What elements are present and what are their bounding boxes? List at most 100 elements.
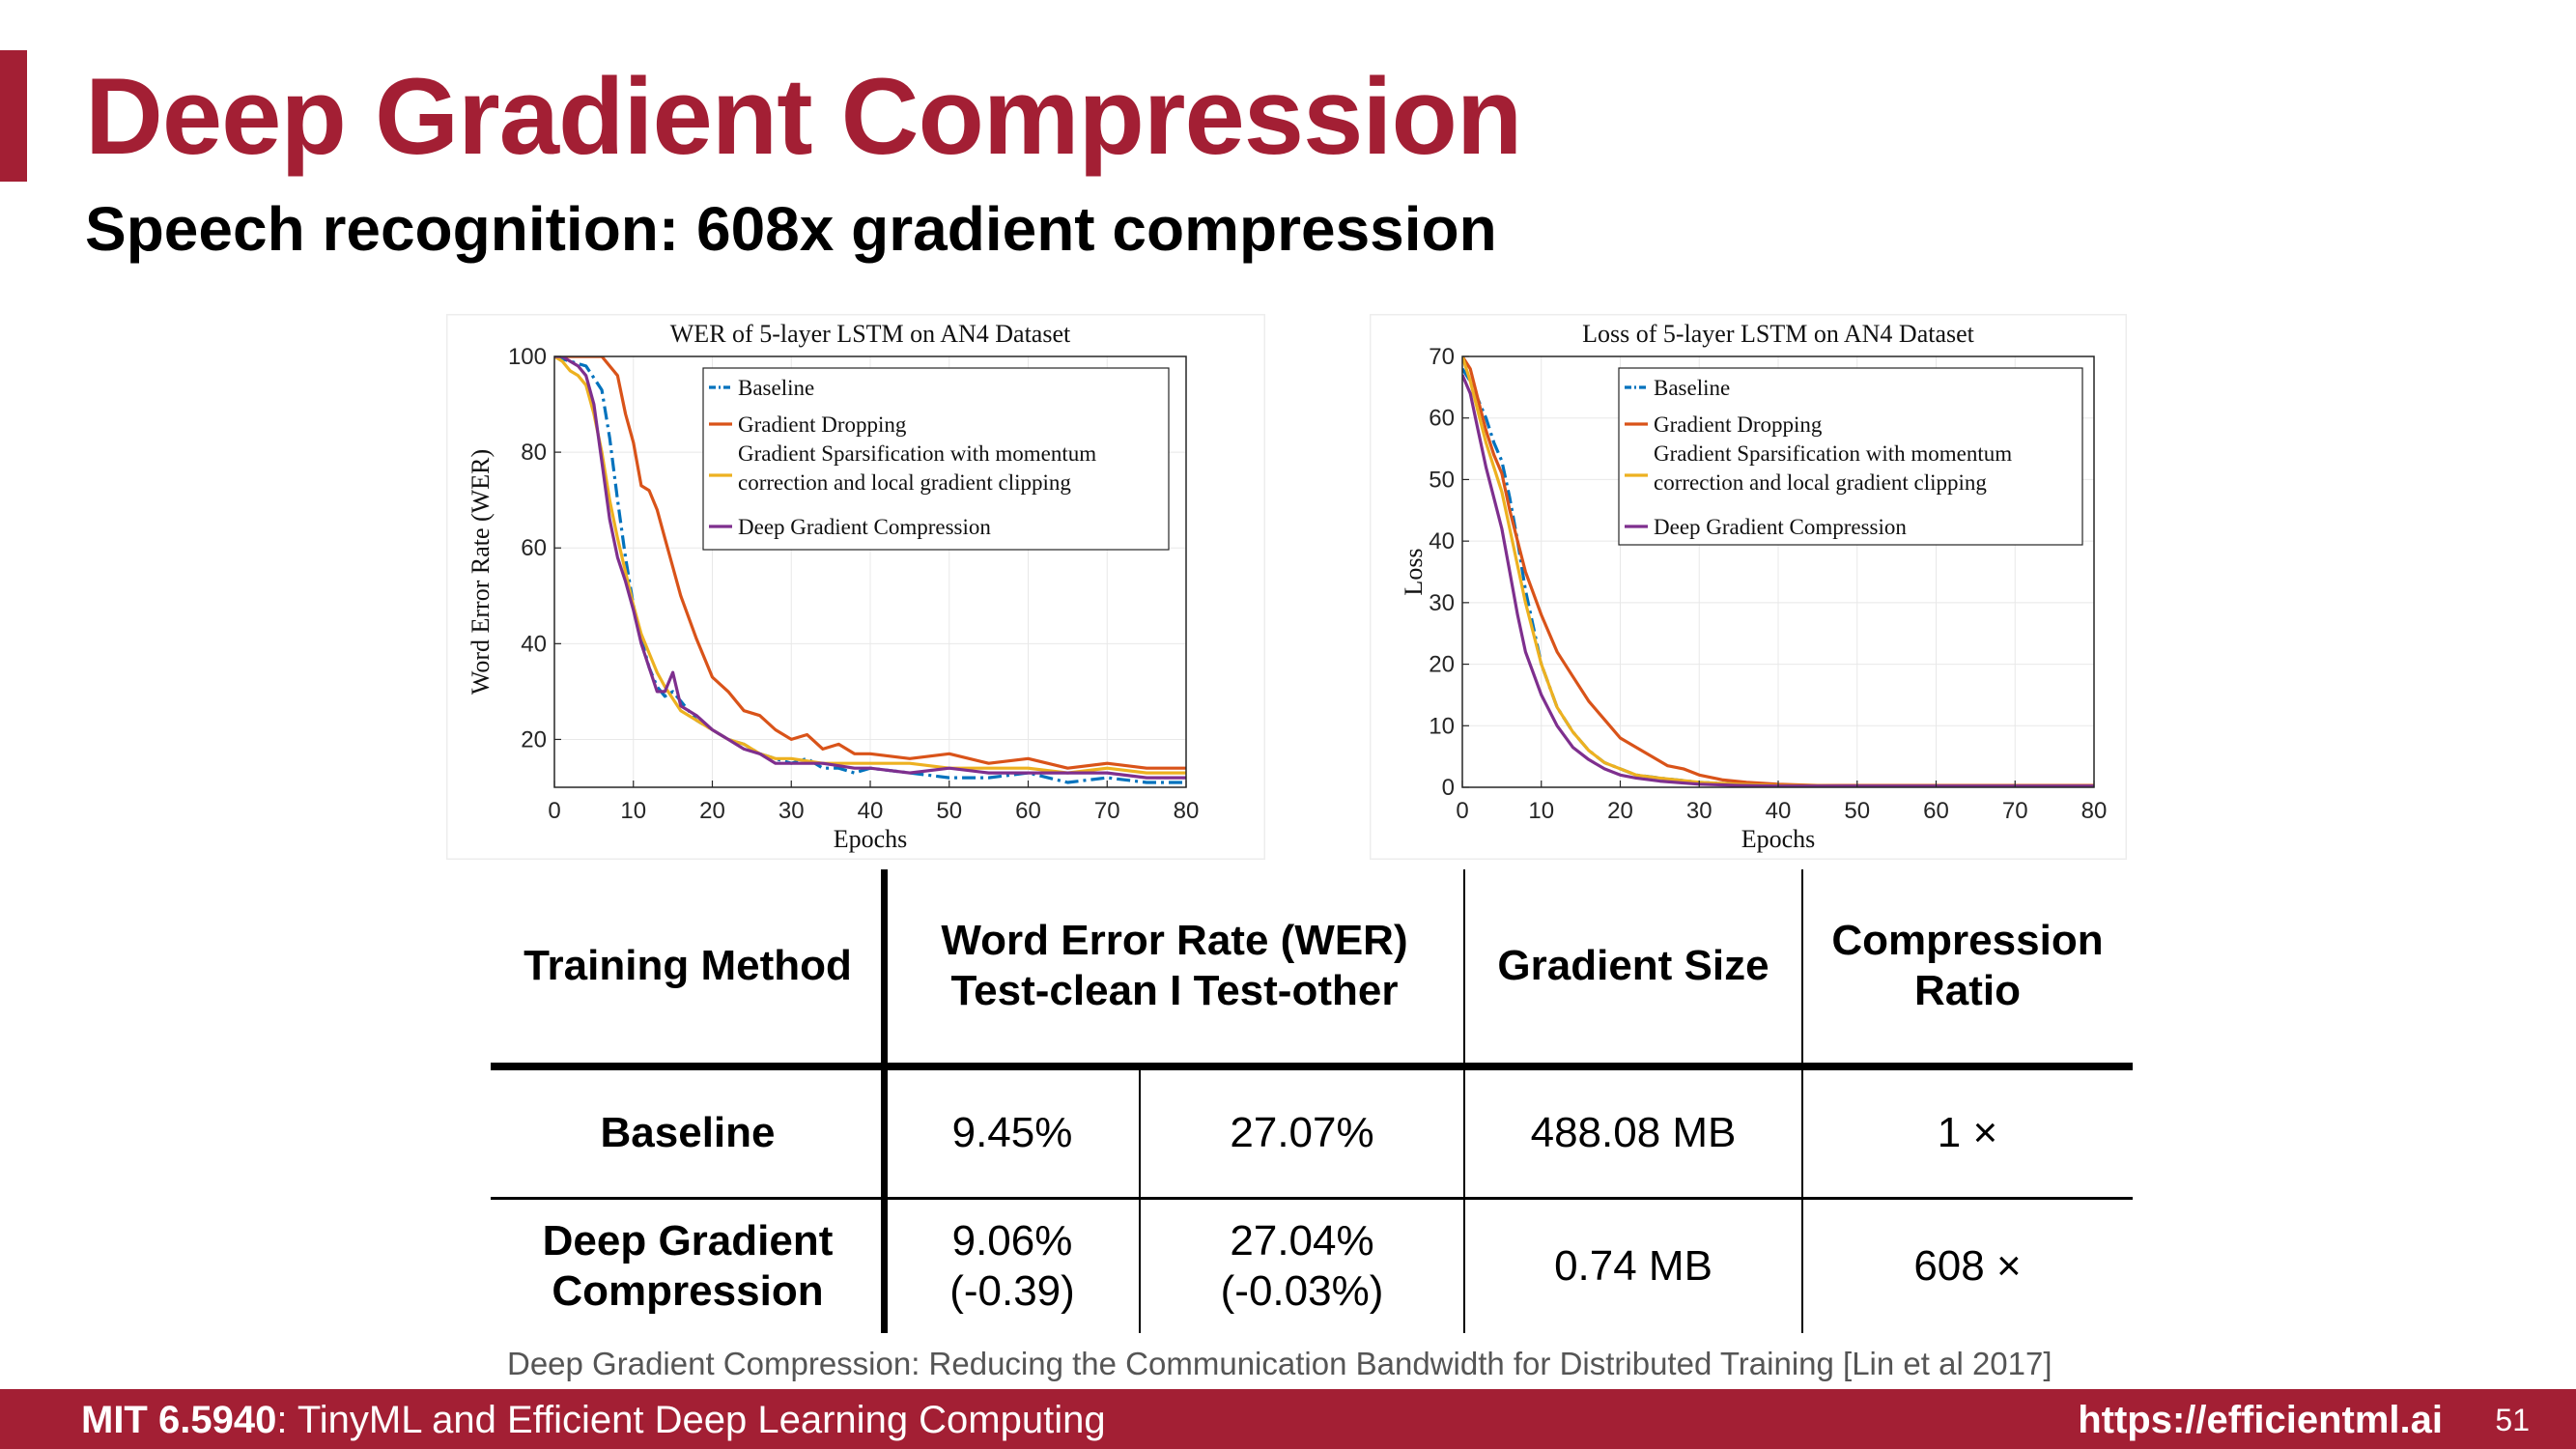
x-tick-label: 60: [1015, 798, 1041, 824]
x-tick-label: 70: [2002, 798, 2028, 824]
series-line-1: [554, 356, 1186, 770]
loss-chart: 0 10 20 30 40 50 60 70 80 0 10 20 30 40 50 60 70 Loss of …: [1370, 314, 2127, 860]
legend-label-0: Baseline: [738, 376, 814, 400]
title-accent-bar: [0, 50, 27, 182]
legend-label-1: Gradient Dropping: [1654, 412, 1823, 437]
legend-label-line1: Gradient Sparsification with momentum: [738, 441, 1096, 466]
x-tick-label: 60: [1923, 798, 1949, 824]
x-tick-label: 20: [1607, 798, 1633, 824]
footer-course-name: : TinyML and Efficient Deep Learning Com…: [276, 1399, 1106, 1441]
x-tick-label: 80: [2081, 798, 2108, 824]
y-tick-label: 50: [1429, 467, 1455, 493]
legend-label-2: Gradient Sparsification with momentum cor…: [738, 441, 1096, 495]
wer-chart: 0 10 20 30 40 50 60 70 80 20 40 60 80 100 WER of 5-lay…: [446, 314, 1265, 860]
x-tick-label: 40: [858, 798, 884, 824]
x-tick-label: 0: [548, 798, 560, 824]
series-group: [1462, 356, 2094, 787]
header-ratio-line2: Ratio: [1913, 967, 2021, 1014]
slide-subtitle: Speech recognition: 608x gradient compre…: [85, 194, 1497, 264]
y-tick-label: 10: [1429, 713, 1455, 739]
table-row-dgc-test-other-delta: (-0.03%): [1220, 1267, 1384, 1315]
table-row-dgc-method: Deep Gradient Compression: [491, 1200, 885, 1333]
x-tick-label: 0: [1456, 798, 1468, 824]
header-training-method: Training Method: [524, 942, 852, 989]
y-tick-label: 60: [1429, 406, 1455, 432]
x-tick-label: 30: [1686, 798, 1713, 824]
series-group: [554, 356, 1186, 784]
footer-course-code: MIT 6.5940: [81, 1399, 277, 1441]
x-axis-label: Epochs: [1741, 825, 1816, 853]
x-tick-label: 20: [699, 798, 725, 824]
x-tick-label: 50: [1844, 798, 1870, 824]
y-tick-label: 100: [508, 344, 547, 370]
legend-label-line1: Gradient Sparsification with momentum: [1654, 441, 2012, 466]
header-gradient-size: Gradient Size: [1497, 942, 1769, 989]
y-tick-label: 40: [521, 631, 547, 657]
chart-title: WER of 5-layer LSTM on AN4 Dataset: [670, 320, 1071, 348]
y-axis-label: Word Error Rate (WER): [467, 449, 495, 695]
x-tick-label: 10: [620, 798, 646, 824]
y-tick-label: 30: [1429, 590, 1455, 616]
chart-title: Loss of 5-layer LSTM on AN4 Dataset: [1582, 320, 1975, 348]
legend-label-1: Gradient Dropping: [738, 412, 907, 437]
slide-title: Deep Gradient Compression: [85, 56, 1522, 177]
y-axis-label: Loss: [1400, 548, 1428, 595]
page-number: 51: [2495, 1403, 2530, 1437]
results-table: Training Method Word Error Rate (WER) Te…: [491, 869, 2133, 1333]
table-row-dgc-test-other: 27.04% (-0.03%): [1140, 1200, 1464, 1333]
table-row-baseline-ratio: 1 ×: [1937, 1108, 1998, 1156]
header-word-error-rate: Word Error Rate (WER) Test-clean I Test-…: [885, 869, 1464, 1063]
legend-label-2: Gradient Sparsification with momentum cor…: [1654, 441, 2012, 495]
table-size-divider: [1463, 869, 1465, 1333]
legend-box: [1618, 367, 2083, 546]
table-row-dgc-test-clean-delta: (-0.39): [949, 1267, 1075, 1315]
header-wer-line2: Test-clean I Test-other: [950, 967, 1399, 1014]
y-tick-label: 80: [521, 440, 547, 466]
y-tick-label: 0: [1442, 775, 1455, 801]
table-ratio-divider: [1801, 869, 1803, 1333]
x-tick-label: 10: [1528, 798, 1554, 824]
header-ratio-line1: Compression: [1831, 917, 2104, 964]
table-row-baseline-test-clean: 9.45%: [951, 1108, 1073, 1156]
table-row-rule: [491, 1197, 2133, 1200]
footer-course: MIT 6.5940: TinyML and Efficient Deep Le…: [81, 1399, 1106, 1442]
table-header-rule: [491, 1063, 2133, 1070]
table-method-divider: [881, 869, 888, 1333]
y-tick-label: 20: [521, 726, 547, 753]
y-tick-label: 20: [1429, 652, 1455, 678]
legend-label-3: Deep Gradient Compression: [1654, 515, 1907, 539]
chart-svg-0: 0 10 20 30 40 50 60 70 80 20 40 60 80 100 WER of 5-lay…: [446, 314, 1265, 860]
legend-label-3: Deep Gradient Compression: [738, 515, 991, 539]
y-tick-label: 70: [1429, 344, 1455, 370]
header-wer-line1: Word Error Rate (WER): [941, 917, 1408, 964]
legend-label-0: Baseline: [1654, 376, 1730, 400]
footer-url-link[interactable]: https://efficientml.ai: [2078, 1399, 2443, 1441]
series-line-3: [554, 356, 1186, 780]
chart-svg-1: 0 10 20 30 40 50 60 70 80 0 10 20 30 40 50 60 70 Loss of …: [1370, 314, 2127, 860]
x-tick-label: 70: [1094, 798, 1120, 824]
series-line-3: [1462, 374, 2094, 787]
table-row-baseline-method: Baseline: [600, 1108, 776, 1156]
citation: Deep Gradient Compression: Reducing the …: [507, 1346, 2052, 1381]
table-wer-divider: [1139, 1068, 1141, 1333]
y-tick-label: 60: [521, 535, 547, 561]
footer-bar: MIT 6.5940: TinyML and Efficient Deep Le…: [0, 1389, 2576, 1449]
x-tick-label: 50: [936, 798, 962, 824]
table-row-dgc-method-line2: Compression: [552, 1267, 824, 1315]
legend-box: [702, 367, 1170, 551]
table-row-dgc-ratio: 608 ×: [1913, 1242, 2022, 1290]
legend-label-line2: correction and local gradient clipping: [1654, 470, 1987, 495]
x-tick-label: 40: [1766, 798, 1792, 824]
table-row-dgc-test-clean-value: 9.06%: [951, 1217, 1073, 1264]
x-tick-label: 80: [1174, 798, 1200, 824]
legend-label-line2: correction and local gradient clipping: [738, 470, 1071, 495]
table-row-dgc-test-other-value: 27.04%: [1230, 1217, 1374, 1264]
table-row-baseline-test-other: 27.07%: [1230, 1108, 1374, 1156]
table-row-dgc-method-line1: Deep Gradient: [542, 1217, 834, 1264]
table-row-baseline-size: 488.08 MB: [1530, 1108, 1737, 1156]
x-axis-label: Epochs: [834, 825, 908, 853]
y-tick-label: 40: [1429, 528, 1455, 554]
table-row-dgc-test-clean: 9.06% (-0.39): [885, 1200, 1140, 1333]
series-line-0: [554, 356, 1186, 784]
header-compression-ratio: Compression Ratio: [1802, 869, 2133, 1063]
